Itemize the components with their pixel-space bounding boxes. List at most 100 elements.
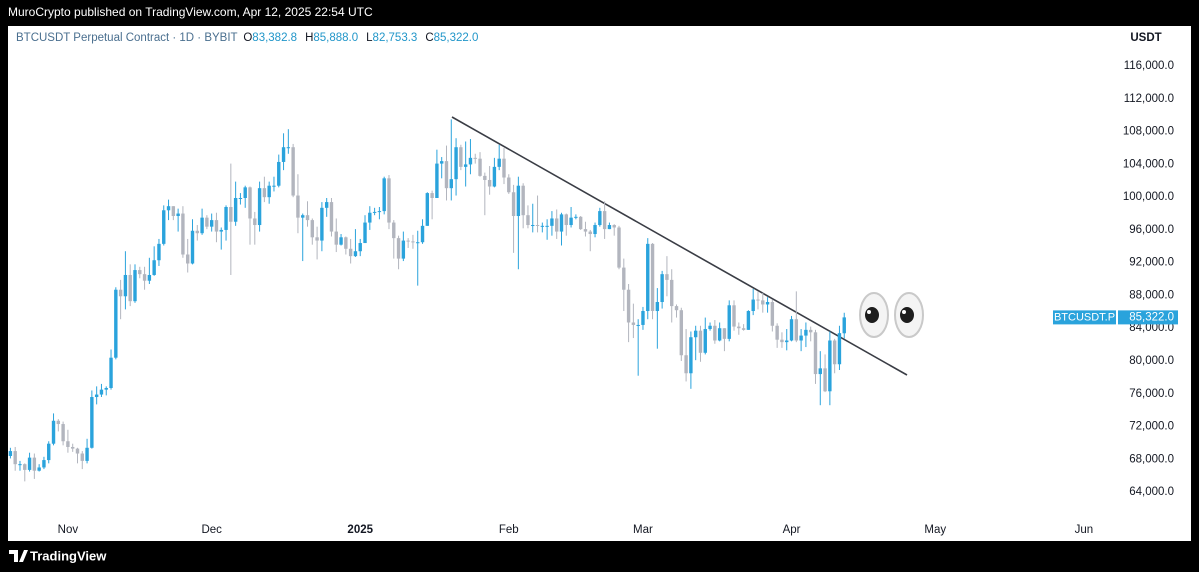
candle-body <box>305 215 310 221</box>
candle-body <box>526 215 530 226</box>
footer-logo: TradingView <box>9 548 107 563</box>
y-tick-label: 104,000.0 <box>1123 158 1174 170</box>
candle-body <box>109 357 113 389</box>
y-tick-label: 116,000.0 <box>1124 60 1174 72</box>
candle-body <box>176 213 180 217</box>
candle-body <box>756 299 760 301</box>
eyes-emoji <box>859 292 924 338</box>
candle-body <box>741 328 746 330</box>
candle-body <box>689 337 693 374</box>
candle-body <box>511 192 516 217</box>
candle-body <box>315 237 319 241</box>
candle-body <box>123 274 128 297</box>
candle-body <box>47 443 51 461</box>
legend-value: 85,322.0 <box>434 32 479 44</box>
candle-body <box>238 197 243 199</box>
candle-body <box>205 217 209 227</box>
candle-body <box>267 185 271 198</box>
price-tag-bg <box>1118 310 1178 325</box>
candle-body <box>454 147 458 180</box>
candle-body <box>51 420 56 444</box>
candle-body <box>411 241 415 243</box>
candle-body <box>401 240 406 259</box>
candle-body <box>693 330 698 338</box>
candle-body <box>56 420 61 425</box>
candle-body <box>813 332 818 375</box>
x-tick-label: 2025 <box>347 524 373 536</box>
candle-body <box>607 225 612 230</box>
candle-body <box>531 225 535 227</box>
candle-body <box>128 274 132 302</box>
candle-body <box>363 222 367 244</box>
candle-body <box>540 225 545 227</box>
candle-body <box>190 230 195 264</box>
candle-body <box>99 389 104 395</box>
x-tick-label: Feb <box>499 524 519 536</box>
candle-body <box>665 274 669 280</box>
y-tick-label: 100,000.0 <box>1123 191 1174 203</box>
candle-body <box>243 187 247 198</box>
candle-body <box>521 185 525 216</box>
candle-body <box>799 335 803 341</box>
candle-body <box>737 326 741 329</box>
candle-body <box>85 447 89 461</box>
candle-body <box>550 218 554 226</box>
candle-body <box>339 237 343 245</box>
legend-value: 82,753.3 <box>373 32 418 44</box>
candle-body <box>435 163 439 198</box>
candle-body <box>789 319 794 341</box>
candle-body <box>602 211 607 230</box>
candle-body <box>794 319 799 341</box>
candle-body <box>765 302 770 305</box>
trendline <box>451 116 908 376</box>
candle-body <box>334 231 338 245</box>
candle-body <box>157 243 161 261</box>
candle-body <box>780 339 784 343</box>
candle-body <box>746 311 751 330</box>
candle-body <box>8 451 13 456</box>
candle-body <box>751 299 755 312</box>
candle-body <box>761 300 765 305</box>
candle-body <box>722 328 727 339</box>
candle-body <box>382 178 386 212</box>
candle-body <box>23 464 27 470</box>
y-tick-label: 76,000.0 <box>1129 388 1174 400</box>
candle-body <box>186 254 190 264</box>
y-tick-label: 68,000.0 <box>1129 453 1174 465</box>
candle-body <box>32 457 37 471</box>
candle-body <box>444 161 449 189</box>
candle-body <box>808 329 813 333</box>
x-tick-label: Dec <box>201 524 222 536</box>
y-tick-label: 92,000.0 <box>1129 257 1174 269</box>
candle-body <box>425 193 430 226</box>
candle-body <box>13 451 17 465</box>
legend-key: O <box>243 32 252 44</box>
candle-body <box>598 211 602 226</box>
candle-body <box>837 333 842 365</box>
candle-body <box>698 330 703 353</box>
candle-body <box>80 453 84 461</box>
logo-mark <box>9 550 28 562</box>
y-tick-label: 64,000.0 <box>1129 486 1174 498</box>
candle-body <box>583 229 588 232</box>
candle-body <box>286 147 291 149</box>
x-tick-label: Apr <box>783 524 801 536</box>
candle-body <box>588 231 592 235</box>
candle-body <box>468 157 473 165</box>
candle-body <box>507 177 511 193</box>
candle-body <box>641 311 645 325</box>
candle-body <box>679 310 684 356</box>
x-tick-label: Mar <box>633 524 653 536</box>
candle-body <box>770 302 775 326</box>
symbol-tag-bg <box>1053 310 1116 325</box>
candle-body <box>416 242 420 244</box>
y-tick-label: 88,000.0 <box>1129 289 1174 301</box>
publisher-line: MuroCrypto published on TradingView.com,… <box>8 5 373 19</box>
price-tag: 85,322.0 <box>1129 311 1174 323</box>
y-tick-label: 80,000.0 <box>1129 355 1174 367</box>
candle-body <box>296 195 300 218</box>
candle-body <box>262 188 267 198</box>
candle-body <box>497 158 501 167</box>
x-tick-label: Nov <box>58 524 79 536</box>
candle-body <box>487 179 492 187</box>
